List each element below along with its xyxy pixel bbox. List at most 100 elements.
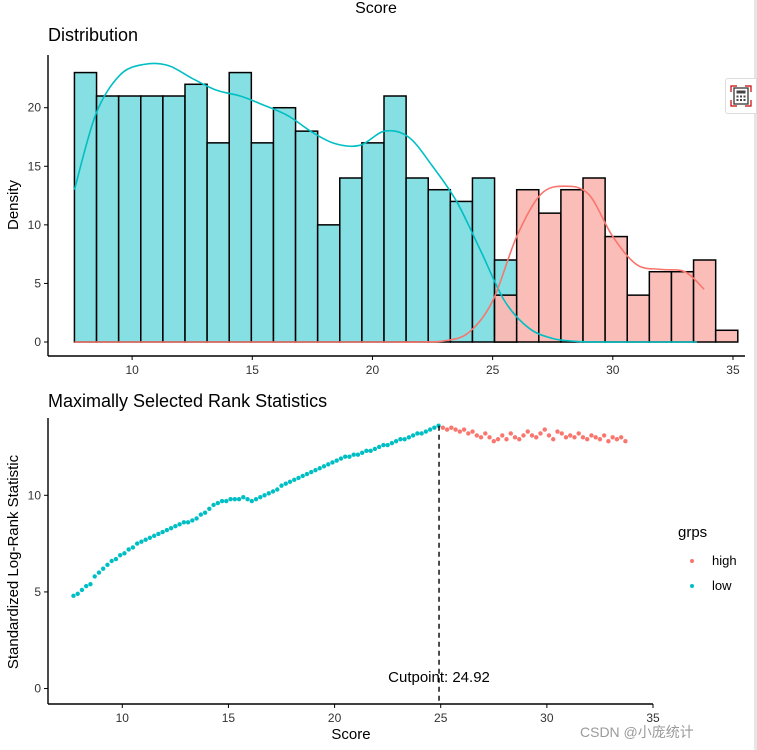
rank-y-label: Standardized Log-Rank Statistic bbox=[5, 454, 22, 669]
point-high bbox=[504, 437, 509, 442]
point-low bbox=[338, 456, 344, 461]
point-low bbox=[321, 464, 327, 469]
point-high bbox=[555, 429, 560, 434]
point-low bbox=[92, 574, 97, 579]
rank-statistics-panel: Maximally Selected Rank Statistics 0 5 10 1… bbox=[5, 391, 737, 743]
histogram-bar-low bbox=[427, 188, 452, 343]
x-tick-label: 25 bbox=[486, 363, 500, 377]
point-low bbox=[410, 433, 416, 438]
point-high bbox=[512, 435, 518, 440]
legend-title: grps bbox=[678, 524, 707, 541]
point-high bbox=[580, 435, 586, 440]
x-tick-label: 30 bbox=[540, 711, 554, 725]
point-low bbox=[423, 429, 429, 434]
point-high bbox=[478, 435, 484, 440]
floating-tool-button[interactable] bbox=[725, 78, 757, 114]
point-high bbox=[500, 433, 505, 438]
point-low bbox=[185, 520, 191, 525]
point-low bbox=[215, 500, 221, 506]
point-low bbox=[355, 452, 361, 457]
point-low bbox=[173, 524, 178, 529]
vertical-scrollbar[interactable] bbox=[754, 0, 757, 750]
point-low bbox=[283, 481, 288, 486]
point-low bbox=[126, 547, 131, 552]
point-low bbox=[427, 427, 433, 432]
histogram-bars bbox=[73, 71, 739, 343]
histogram-bar-low bbox=[184, 83, 208, 343]
point-low bbox=[84, 583, 89, 589]
point-low bbox=[381, 442, 386, 448]
point-low bbox=[198, 512, 204, 517]
point-high bbox=[487, 435, 492, 440]
point-low bbox=[342, 454, 348, 459]
point-high bbox=[610, 435, 615, 440]
cutpoint-label: Cutpoint: 24.92 bbox=[388, 669, 490, 686]
histogram-bar-low bbox=[95, 95, 120, 343]
point-high bbox=[568, 433, 573, 438]
point-high bbox=[470, 429, 475, 434]
point-high bbox=[551, 437, 556, 442]
point-high bbox=[614, 437, 620, 442]
point-low bbox=[224, 498, 229, 504]
point-high bbox=[440, 425, 446, 430]
histogram-bar-low bbox=[294, 130, 319, 343]
point-low bbox=[368, 448, 373, 454]
histogram-bar-high bbox=[626, 294, 651, 343]
point-low bbox=[71, 593, 76, 598]
watermark: CSDN @小庞统计 bbox=[580, 724, 694, 740]
histogram-bar-high bbox=[714, 329, 739, 343]
point-high bbox=[525, 429, 530, 434]
point-low bbox=[334, 458, 339, 463]
point-high bbox=[521, 433, 526, 438]
point-low bbox=[262, 493, 267, 498]
point-low bbox=[228, 496, 233, 502]
point-low bbox=[402, 437, 407, 442]
point-low bbox=[232, 496, 238, 502]
point-low bbox=[109, 558, 114, 564]
point-high bbox=[483, 431, 488, 436]
point-low bbox=[406, 435, 412, 440]
x-tick-label: 25 bbox=[434, 711, 448, 725]
point-low bbox=[304, 471, 310, 477]
legend-key-low bbox=[690, 584, 694, 588]
calculator-icon bbox=[730, 85, 752, 107]
point-high bbox=[618, 435, 624, 440]
point-low bbox=[313, 467, 318, 473]
point-low bbox=[117, 553, 123, 558]
point-low bbox=[287, 479, 293, 484]
point-low bbox=[181, 520, 187, 525]
x-tick-label: 20 bbox=[366, 363, 380, 377]
distribution-title: Distribution bbox=[48, 25, 138, 45]
rank-statistic-points bbox=[71, 423, 628, 598]
point-low bbox=[219, 498, 225, 504]
point-low bbox=[432, 425, 437, 430]
point-low bbox=[385, 442, 390, 448]
point-low bbox=[164, 527, 170, 533]
point-low bbox=[236, 496, 242, 502]
point-high bbox=[576, 431, 581, 436]
point-low bbox=[270, 489, 276, 494]
point-low bbox=[372, 446, 378, 452]
point-low bbox=[168, 525, 174, 531]
point-high bbox=[517, 437, 522, 442]
point-low bbox=[326, 462, 331, 467]
point-low bbox=[207, 506, 212, 512]
point-high bbox=[453, 427, 458, 432]
point-low bbox=[241, 495, 246, 500]
x-tick-label: 35 bbox=[726, 363, 740, 377]
histogram-bar-high bbox=[648, 270, 673, 343]
point-low bbox=[330, 460, 335, 465]
distribution-panel: Distribution 0 5 10 15 20 10 15 20 25 30 35 Densit… bbox=[5, 25, 745, 377]
histogram-bar-low bbox=[405, 177, 429, 343]
histogram-bar-high bbox=[670, 270, 695, 343]
y-tick-label: 15 bbox=[28, 159, 42, 173]
histogram-bar-low bbox=[250, 142, 275, 343]
point-low bbox=[177, 522, 182, 527]
x-tick-label: 35 bbox=[646, 711, 660, 725]
point-low bbox=[190, 518, 195, 523]
point-low bbox=[211, 502, 216, 508]
rank-statistics-axes: 0 5 10 10 15 20 25 30 35 bbox=[28, 418, 660, 725]
point-low bbox=[266, 491, 271, 496]
point-low bbox=[139, 539, 144, 544]
point-low bbox=[147, 535, 153, 541]
